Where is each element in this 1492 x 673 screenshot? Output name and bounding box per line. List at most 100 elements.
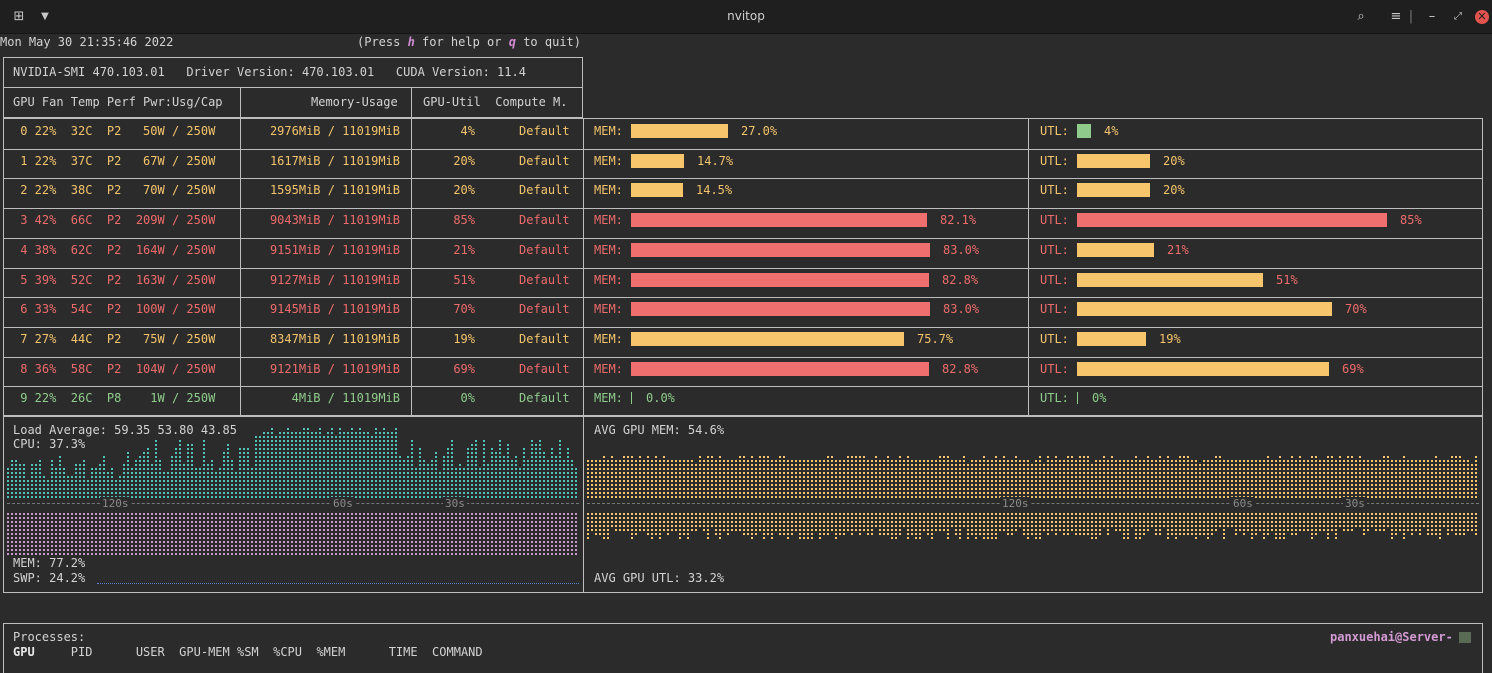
util-bar bbox=[1077, 183, 1150, 197]
gpu-row-info: 5 39% 52C P2 163W / 250W bbox=[13, 273, 215, 288]
mem-bar bbox=[631, 362, 929, 376]
gpu-row-util: 69% bbox=[415, 362, 475, 377]
mem-bar bbox=[631, 332, 904, 346]
util-bar-label: UTL: bbox=[1040, 302, 1069, 317]
mem-bar-percent: 0.0% bbox=[646, 391, 675, 406]
gpu-row-util: 20% bbox=[415, 154, 475, 169]
search-icon[interactable]: ⌕ bbox=[1352, 8, 1370, 26]
cpu-axis-tick-120s: 120s bbox=[100, 497, 131, 510]
util-bar-label: UTL: bbox=[1040, 391, 1069, 406]
menu-icon[interactable]: ≡ bbox=[1387, 8, 1405, 26]
gpu-row-util: 21% bbox=[415, 243, 475, 258]
mem-bar-label: MEM: bbox=[594, 332, 623, 347]
util-bar-label: UTL: bbox=[1040, 124, 1069, 139]
mem-bar bbox=[631, 243, 930, 257]
column-header-util: GPU-Util Compute M. bbox=[423, 95, 568, 110]
maximize-icon[interactable]: ⤢ bbox=[1449, 8, 1467, 26]
gpu-axis-tick-120s: 120s bbox=[1000, 497, 1031, 510]
mem-bar bbox=[631, 183, 683, 197]
mem-percent: MEM: 77.2% bbox=[13, 556, 85, 571]
gpu-row-info: 3 42% 66C P2 209W / 250W bbox=[13, 213, 215, 228]
util-bar-label: UTL: bbox=[1040, 183, 1069, 198]
mem-bar-label: MEM: bbox=[594, 124, 623, 139]
mem-bar-label: MEM: bbox=[594, 391, 623, 406]
util-bar-percent: 4% bbox=[1104, 124, 1118, 139]
mem-bar-label: MEM: bbox=[594, 243, 623, 258]
mem-bar-label: MEM: bbox=[594, 183, 623, 198]
util-bar-label: UTL: bbox=[1040, 213, 1069, 228]
gpu-row-compute-mode: Default bbox=[519, 154, 570, 169]
cpu-history-graph bbox=[7, 422, 579, 498]
help-hint: (Press h for help or q to quit) bbox=[357, 35, 581, 50]
gpu-row-compute-mode: Default bbox=[519, 332, 570, 347]
process-columns: GPU PID USER GPU-MEM %SM %CPU %MEM TIME … bbox=[13, 645, 483, 660]
util-bar bbox=[1077, 332, 1146, 346]
gpu-row-compute-mode: Default bbox=[519, 213, 570, 228]
util-bar-percent: 20% bbox=[1163, 183, 1185, 198]
gpu-row-memory: 8347MiB / 11019MiB bbox=[244, 332, 400, 347]
gpu-util-history-graph bbox=[587, 512, 1479, 548]
gpu-row-compute-mode: Default bbox=[519, 362, 570, 377]
gpu-row-util: 70% bbox=[415, 302, 475, 317]
gpu-row-util: 20% bbox=[415, 183, 475, 198]
gpu-row-info: 8 36% 58C P2 104W / 250W bbox=[13, 362, 215, 377]
window-title: nvitop bbox=[0, 9, 1492, 24]
util-bar-label: UTL: bbox=[1040, 273, 1069, 288]
util-bar bbox=[1077, 273, 1263, 287]
user-host: panxuehai@Server- bbox=[1330, 630, 1453, 645]
smi-version-line: NVIDIA-SMI 470.103.01 Driver Version: 47… bbox=[13, 65, 526, 80]
util-bar-percent: 85% bbox=[1400, 213, 1422, 228]
util-bar-label: UTL: bbox=[1040, 243, 1069, 258]
gpu-row-info: 7 27% 44C P2 75W / 250W bbox=[13, 332, 215, 347]
mem-bar-percent: 83.0% bbox=[943, 243, 979, 258]
util-bar bbox=[1077, 213, 1387, 227]
gpu-row-util: 19% bbox=[415, 332, 475, 347]
mem-bar bbox=[631, 302, 930, 316]
mem-bar-percent: 83.0% bbox=[943, 302, 979, 317]
terminal: Mon May 30 21:35:46 2022 (Press h for he… bbox=[0, 34, 1492, 667]
util-bar-percent: 0% bbox=[1092, 391, 1106, 406]
mem-bar bbox=[631, 124, 728, 138]
gpu-row-compute-mode: Default bbox=[519, 273, 570, 288]
mem-bar-percent: 82.1% bbox=[940, 213, 976, 228]
hostname-redacted bbox=[1459, 632, 1471, 643]
gpu-row-memory: 9145MiB / 11019MiB bbox=[244, 302, 400, 317]
gpu-row-compute-mode: Default bbox=[519, 183, 570, 198]
column-header-memory: Memory-Usage bbox=[311, 95, 398, 110]
util-bar-label: UTL: bbox=[1040, 154, 1069, 169]
close-icon[interactable]: ✕ bbox=[1475, 10, 1489, 24]
mem-bar-label: MEM: bbox=[594, 213, 623, 228]
cpu-axis-tick-60s: 60s bbox=[331, 497, 355, 510]
gpu-row-info: 9 22% 26C P8 1W / 250W bbox=[13, 391, 215, 406]
mem-bar-label: MEM: bbox=[594, 154, 623, 169]
gpu-row-memory: 9127MiB / 11019MiB bbox=[244, 273, 400, 288]
gpu-row-info: 4 38% 62C P2 164W / 250W bbox=[13, 243, 215, 258]
gpu-row-util: 0% bbox=[415, 391, 475, 406]
util-bar bbox=[1077, 154, 1150, 168]
mem-bar bbox=[631, 154, 684, 168]
mem-bar-percent: 14.7% bbox=[697, 154, 733, 169]
mem-bar-percent: 82.8% bbox=[942, 273, 978, 288]
util-bar bbox=[1077, 392, 1078, 404]
mem-bar bbox=[631, 213, 927, 227]
mem-bar-percent: 14.5% bbox=[696, 183, 732, 198]
gpu-row-info: 0 22% 32C P2 50W / 250W bbox=[13, 124, 215, 139]
gpu-row-info: 2 22% 38C P2 70W / 250W bbox=[13, 183, 215, 198]
mem-bar-label: MEM: bbox=[594, 302, 623, 317]
minimize-icon[interactable]: – bbox=[1423, 8, 1441, 26]
gpu-row-memory: 4MiB / 11019MiB bbox=[244, 391, 400, 406]
mem-bar bbox=[631, 392, 632, 404]
avg-gpu-utl: AVG GPU UTL: 33.2% bbox=[594, 571, 724, 586]
gpu-row-memory: 1617MiB / 11019MiB bbox=[244, 154, 400, 169]
avg-gpu-mem: AVG GPU MEM: 54.6% bbox=[594, 423, 724, 438]
util-bar bbox=[1077, 302, 1332, 316]
gpu-row-memory: 2976MiB / 11019MiB bbox=[244, 124, 400, 139]
mem-bar-percent: 75.7% bbox=[917, 332, 953, 347]
gpu-row-compute-mode: Default bbox=[519, 302, 570, 317]
util-bar-label: UTL: bbox=[1040, 362, 1069, 377]
util-bar bbox=[1077, 362, 1329, 376]
title-bar: ⊞ ▼ nvitop ⌕ ≡ | – ⤢ ✕ bbox=[0, 0, 1492, 34]
processes-title: Processes: bbox=[13, 630, 85, 645]
separator: | bbox=[1408, 8, 1414, 26]
util-bar-percent: 51% bbox=[1276, 273, 1298, 288]
